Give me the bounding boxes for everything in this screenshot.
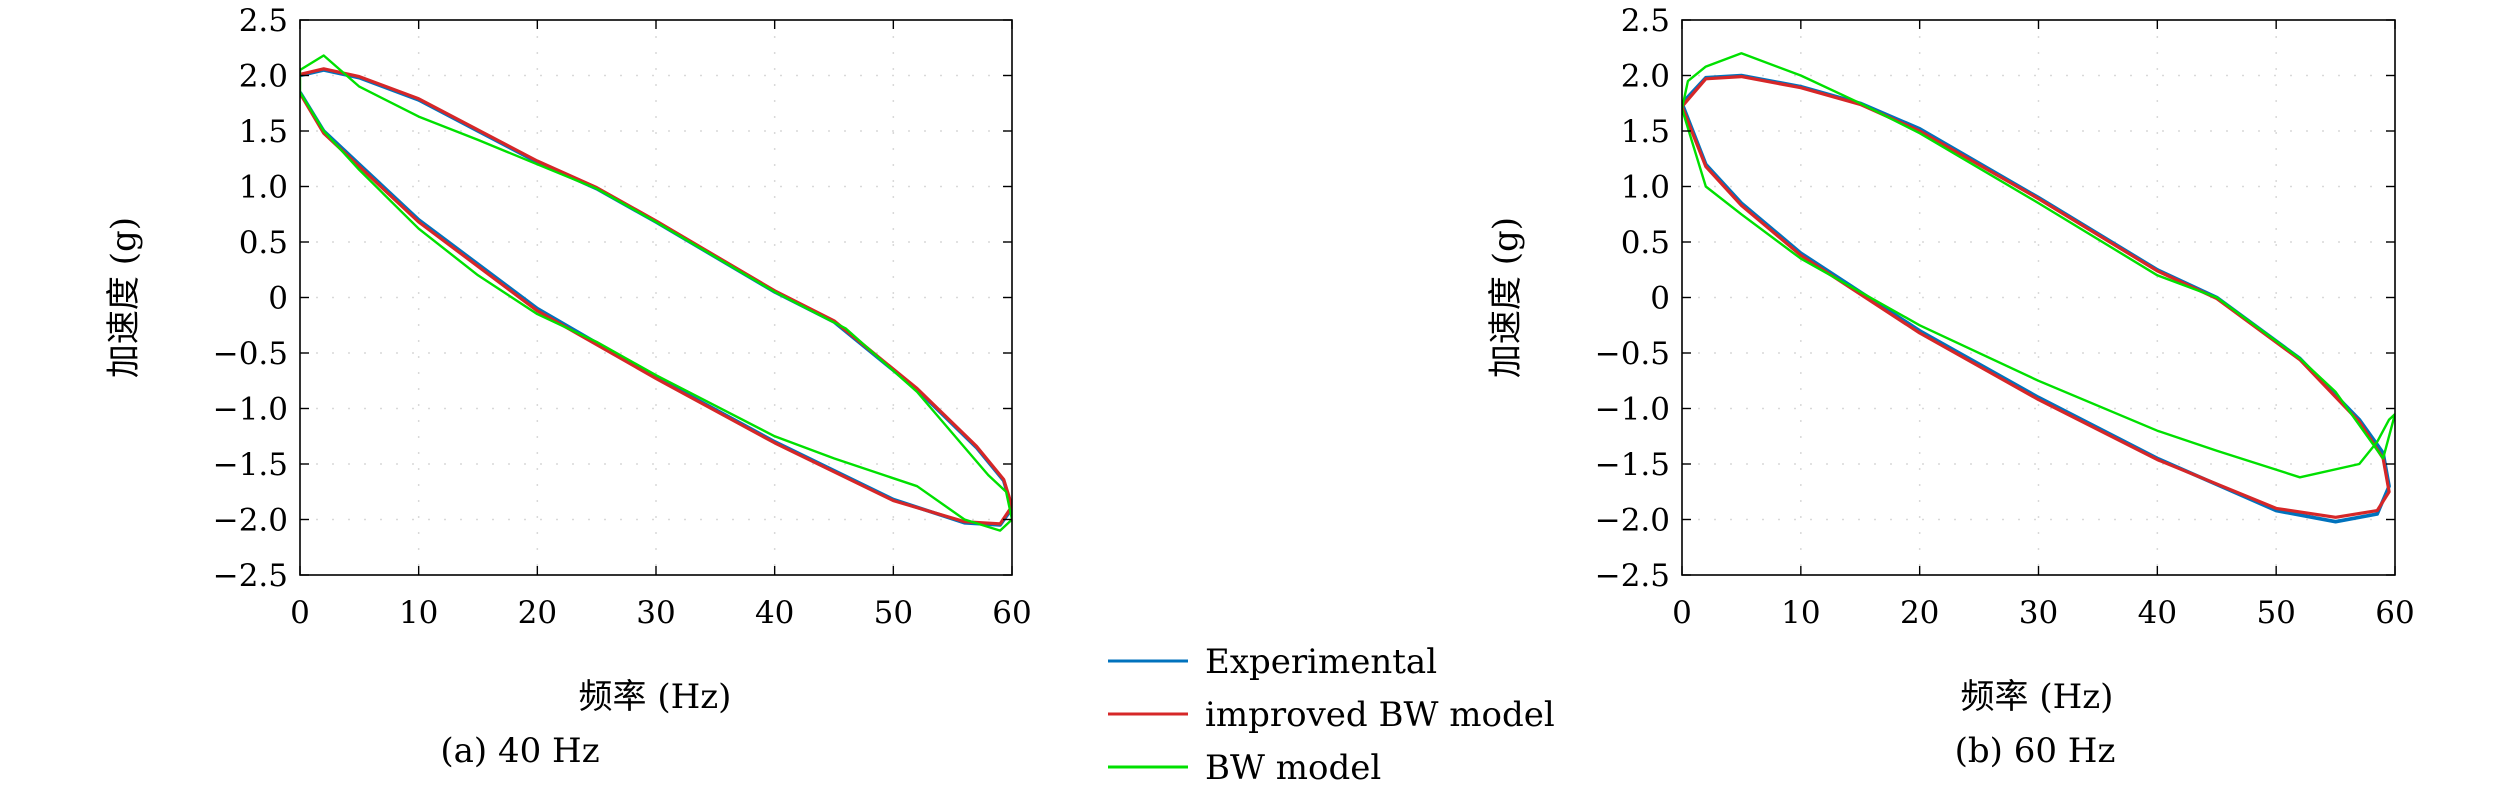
y-tick-label: −2.5 bbox=[213, 558, 288, 594]
series-line-bw-model bbox=[300, 54, 1012, 532]
x-tick-label: 0 bbox=[290, 595, 310, 631]
y-axis-label: 加速度 (g) bbox=[104, 217, 144, 378]
y-tick-label: 1.0 bbox=[1621, 170, 1670, 206]
plot-frame bbox=[299, 19, 1013, 576]
y-tick-label: −2.0 bbox=[1595, 503, 1670, 539]
x-tick-label: 40 bbox=[2138, 595, 2177, 631]
series-line-bw-model bbox=[1682, 52, 2395, 479]
subplot-a: 0 10 20 30 40 50 60 2.5 2.0 1.5 1.0 0.5 0 −0.5 −1.0 −1.… bbox=[104, 3, 1032, 771]
y-tick-label: 2.5 bbox=[1621, 3, 1670, 39]
y-tick-label: 1.5 bbox=[1621, 114, 1670, 150]
legend: Experimental improved BW model BW model bbox=[1108, 642, 1555, 788]
y-tick-label: −0.5 bbox=[1595, 336, 1670, 372]
y-tick-label: 1.5 bbox=[239, 114, 288, 150]
y-tick-label: −0.5 bbox=[213, 336, 288, 372]
legend-label-experimental: Experimental bbox=[1205, 642, 1437, 682]
x-tick-label: 10 bbox=[399, 595, 438, 631]
y-tick-label: −1.5 bbox=[1595, 447, 1670, 483]
x-tick-label: 40 bbox=[755, 595, 794, 631]
subplot-caption: (a) 40 Hz bbox=[440, 731, 599, 771]
y-axis-label: 加速度 (g) bbox=[1486, 217, 1526, 378]
x-tick-label: 60 bbox=[2375, 595, 2414, 631]
y-tick-label: −2.5 bbox=[1595, 558, 1670, 594]
subplot-b: 0 10 20 30 40 50 60 2.5 2.0 1.5 1.0 0.5 0 −0.5 −1.0 −1.… bbox=[1486, 3, 2415, 771]
x-axis-label: 频率 (Hz) bbox=[1961, 677, 2114, 717]
y-tick-label: 0.5 bbox=[1621, 225, 1670, 261]
series-line-improved-bw-model bbox=[300, 67, 1012, 526]
y-tick-label: 2.0 bbox=[1621, 59, 1670, 95]
x-axis-label: 频率 (Hz) bbox=[579, 677, 732, 717]
y-tick-label: −1.0 bbox=[213, 392, 288, 428]
x-tick-label: 60 bbox=[992, 595, 1031, 631]
subplot-caption: (b) 60 Hz bbox=[1955, 731, 2116, 771]
y-tick-label: −1.0 bbox=[1595, 392, 1670, 428]
series-line-experimental bbox=[1682, 73, 2391, 524]
x-tick-label: 0 bbox=[1672, 595, 1692, 631]
y-tick-label: −2.0 bbox=[213, 503, 288, 539]
x-tick-label: 30 bbox=[636, 595, 675, 631]
y-tick-label: 2.5 bbox=[239, 3, 288, 39]
y-tick-label: 1.0 bbox=[239, 170, 288, 206]
plot-frame bbox=[1681, 19, 2396, 576]
x-tick-label: 20 bbox=[518, 595, 557, 631]
y-tick-label: 2.0 bbox=[239, 59, 288, 95]
series-line-experimental bbox=[300, 68, 1012, 527]
x-tick-label: 30 bbox=[2019, 595, 2058, 631]
x-tick-label: 50 bbox=[2256, 595, 2295, 631]
y-tick-label: 0 bbox=[268, 281, 288, 317]
y-tick-label: 0 bbox=[1650, 281, 1670, 317]
x-tick-label: 20 bbox=[1900, 595, 1939, 631]
x-tick-label: 10 bbox=[1781, 595, 1820, 631]
legend-label-bw: BW model bbox=[1205, 748, 1381, 788]
y-tick-label: 0.5 bbox=[239, 225, 288, 261]
y-tick-label: −1.5 bbox=[213, 447, 288, 483]
x-tick-label: 50 bbox=[874, 595, 913, 631]
legend-label-improved-bw: improved BW model bbox=[1205, 695, 1555, 735]
